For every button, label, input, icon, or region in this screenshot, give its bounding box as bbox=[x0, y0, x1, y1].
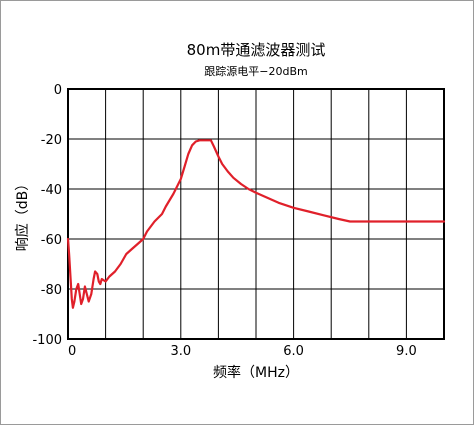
y-tick-label: -100 bbox=[32, 333, 62, 348]
chart-subtitle: 跟踪源电平−20dBm bbox=[204, 64, 307, 78]
series-line-response bbox=[66, 139, 446, 309]
y-tick-label: 0 bbox=[54, 83, 62, 98]
y-axis-label: 响应（dB） bbox=[14, 177, 31, 252]
x-tick-label: 0 bbox=[68, 344, 76, 359]
plot-area bbox=[67, 88, 445, 340]
y-tick-label: -80 bbox=[41, 283, 62, 298]
x-tick-label: 6.0 bbox=[283, 344, 304, 359]
y-tick-label: -40 bbox=[41, 183, 62, 198]
y-tick-label: -60 bbox=[41, 233, 62, 248]
grid-lines bbox=[68, 89, 444, 339]
y-axis-ticks: 0 -20 -40 -60 -80 -100 bbox=[32, 83, 62, 348]
x-tick-label: 3.0 bbox=[170, 344, 191, 359]
x-axis-label: 频率（MHz） bbox=[213, 364, 299, 381]
y-tick-label: -20 bbox=[41, 133, 62, 148]
x-axis-ticks: 0 3.0 6.0 9.0 bbox=[68, 344, 417, 359]
chart-title: 80m带通滤波器测试 bbox=[187, 41, 326, 59]
x-tick-label: 9.0 bbox=[396, 344, 417, 359]
